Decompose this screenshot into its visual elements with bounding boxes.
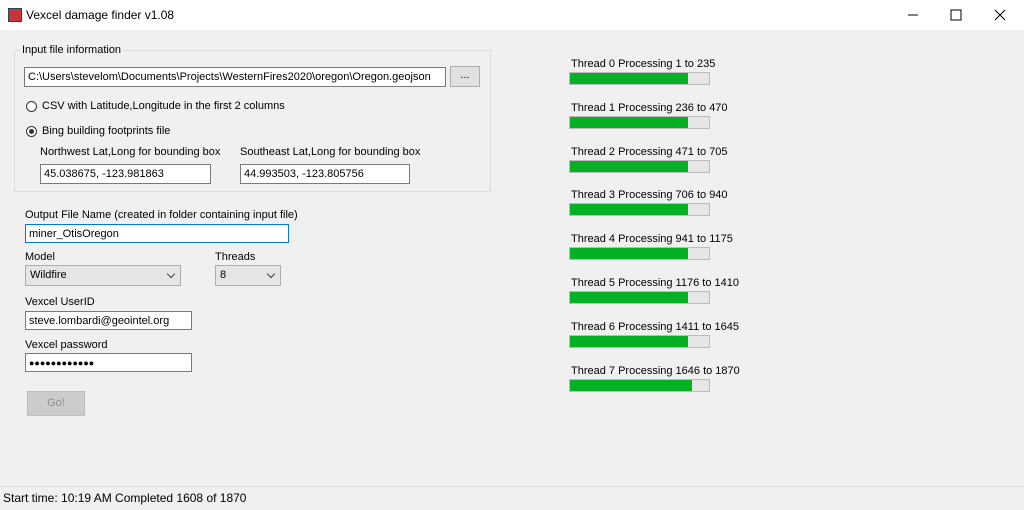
se-label: Southeast Lat,Long for bounding box — [240, 146, 421, 158]
radio-label[interactable]: CSV with Latitude,Longitude in the first… — [42, 100, 285, 112]
output-input[interactable]: miner_OtisOregon — [25, 224, 289, 243]
progress-bar — [569, 72, 710, 85]
window-controls[interactable] — [900, 0, 1024, 30]
password-label: Vexcel password — [25, 339, 108, 351]
nw-input[interactable]: 45.038675, -123.981863 — [40, 164, 211, 184]
threads-label: Threads — [215, 251, 256, 263]
file-path[interactable]: C:\Users\stevelom\Documents\Projects\Wes… — [24, 67, 446, 87]
progress-fill — [570, 73, 689, 84]
progress-fill — [570, 248, 689, 260]
progress-bar — [569, 115, 710, 129]
progress-bar — [569, 291, 710, 304]
progress-fill — [570, 204, 689, 216]
app-icon — [8, 8, 22, 22]
title-bar — [0, 0, 1024, 30]
model-label: Model — [25, 251, 55, 263]
progress-bar — [569, 203, 710, 217]
group-title: Input file information — [20, 44, 124, 56]
threads-select[interactable]: 8 — [215, 265, 281, 286]
status-bar — [0, 486, 1024, 510]
radio-button[interactable] — [26, 101, 37, 112]
status-text: Start time: 10:19 AM Completed 1608 of 1… — [3, 491, 247, 505]
group-box — [14, 50, 491, 192]
progress-bar — [569, 334, 710, 348]
thread-label: Thread 0 Processing 1 to 235 — [571, 58, 716, 70]
go-button[interactable]: Go! — [27, 391, 85, 416]
password-input[interactable]: ●●●●●●●●●●●● — [25, 353, 192, 372]
thread-label: Thread 5 Processing 1176 to 1410 — [571, 277, 739, 289]
close[interactable] — [994, 9, 1006, 21]
progress-fill — [570, 379, 693, 391]
maximize[interactable] — [950, 9, 962, 21]
se-input[interactable]: 44.993503, -123.805756 — [240, 164, 410, 184]
window-title: Vexcel damage finder v1.08 — [26, 8, 175, 22]
output-label: Output File Name (created in folder cont… — [25, 209, 298, 221]
model-select[interactable]: Wildfire — [25, 265, 181, 286]
radio-label[interactable]: Bing building footprints file — [42, 125, 171, 137]
thread-label: Thread 4 Processing 941 to 1175 — [571, 233, 733, 246]
progress-fill — [570, 292, 689, 303]
user-label: Vexcel UserID — [25, 296, 95, 308]
thread-label: Thread 7 Processing 1646 to 1870 — [571, 364, 740, 377]
thread-label: Thread 3 Processing 706 to 940 — [571, 189, 728, 202]
progress-bar — [569, 378, 710, 392]
user-input[interactable]: steve.lombardi@geointel.org — [25, 311, 192, 330]
thread-label: Thread 6 Processing 1411 to 1645 — [571, 320, 739, 333]
progress-fill — [570, 335, 689, 347]
browse-button[interactable]: ... — [450, 66, 480, 87]
progress-fill — [570, 116, 689, 128]
nw-label: Northwest Lat,Long for bounding box — [40, 146, 221, 158]
thread-label: Thread 2 Processing 471 to 705 — [571, 145, 728, 158]
progress-fill — [570, 160, 689, 172]
progress-bar — [569, 159, 710, 173]
thread-label: Thread 1 Processing 236 to 470 — [571, 101, 728, 114]
radio-button[interactable] — [26, 126, 37, 137]
progress-bar — [569, 247, 710, 261]
